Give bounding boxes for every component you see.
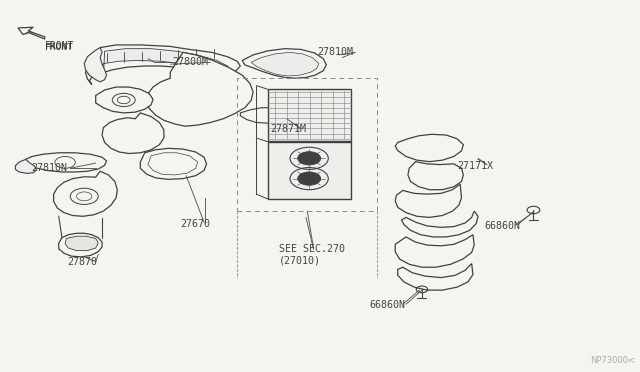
Text: FRONT: FRONT bbox=[45, 41, 74, 51]
Polygon shape bbox=[140, 148, 207, 179]
Text: 66860N: 66860N bbox=[484, 221, 520, 231]
Polygon shape bbox=[96, 49, 230, 78]
Polygon shape bbox=[241, 108, 291, 123]
Text: NP73000<: NP73000< bbox=[591, 356, 636, 365]
Polygon shape bbox=[395, 184, 461, 217]
Polygon shape bbox=[96, 87, 153, 113]
Polygon shape bbox=[395, 235, 474, 267]
Text: SEE SEC.270
(27010): SEE SEC.270 (27010) bbox=[279, 244, 345, 265]
Circle shape bbox=[298, 172, 321, 185]
Text: FRONT: FRONT bbox=[45, 43, 74, 52]
Text: 27810N: 27810N bbox=[31, 163, 67, 173]
Polygon shape bbox=[251, 52, 319, 76]
Text: 66860N: 66860N bbox=[370, 300, 406, 310]
Polygon shape bbox=[395, 134, 463, 161]
Text: 27171X: 27171X bbox=[457, 161, 493, 171]
Polygon shape bbox=[59, 233, 102, 257]
Polygon shape bbox=[84, 48, 106, 82]
Polygon shape bbox=[86, 45, 241, 84]
Polygon shape bbox=[243, 49, 326, 78]
Polygon shape bbox=[102, 113, 164, 154]
Polygon shape bbox=[147, 52, 253, 126]
Text: 27800M: 27800M bbox=[172, 57, 208, 67]
Text: 27870: 27870 bbox=[67, 257, 97, 267]
Polygon shape bbox=[268, 142, 351, 199]
Polygon shape bbox=[54, 171, 117, 216]
Polygon shape bbox=[401, 211, 478, 237]
Bar bbox=[237, 78, 378, 211]
Text: 27670: 27670 bbox=[180, 219, 210, 229]
Polygon shape bbox=[65, 236, 99, 251]
Polygon shape bbox=[408, 161, 463, 190]
Circle shape bbox=[298, 152, 321, 165]
Polygon shape bbox=[268, 89, 351, 141]
Text: 27810M: 27810M bbox=[317, 47, 353, 57]
Polygon shape bbox=[18, 27, 45, 39]
Polygon shape bbox=[26, 153, 106, 172]
Polygon shape bbox=[15, 160, 36, 173]
Text: 27871M: 27871M bbox=[270, 124, 307, 134]
Polygon shape bbox=[397, 263, 473, 290]
